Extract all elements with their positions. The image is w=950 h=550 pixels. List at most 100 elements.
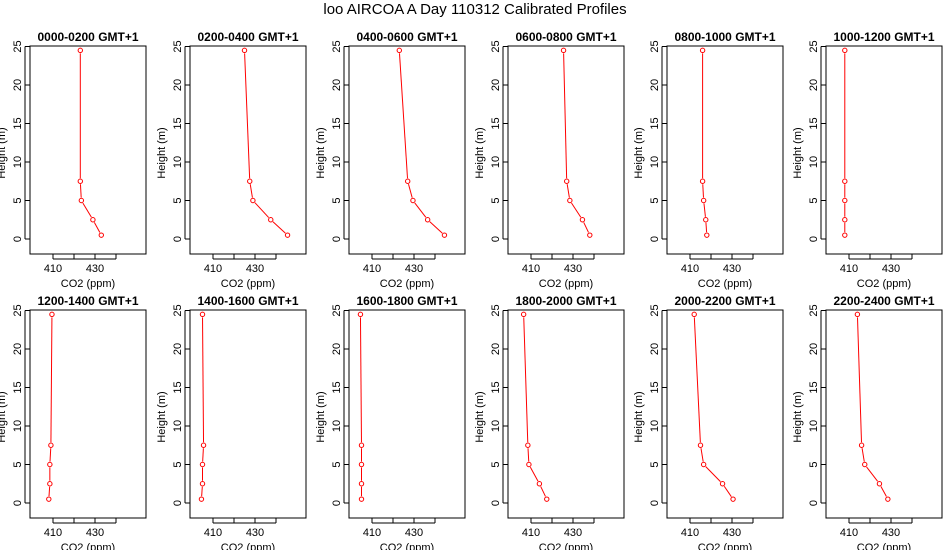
y-axis-label: Height (m) [474, 127, 486, 178]
y-tick-label: 5 [649, 461, 661, 467]
series-segment [82, 202, 92, 218]
data-point [48, 442, 54, 448]
series-segment [79, 184, 82, 198]
y-tick-label: 10 [12, 156, 24, 168]
data-point [885, 496, 891, 502]
y-tick-label: 0 [12, 500, 24, 506]
panel-12: 2200-2400 GMT+1 0 5 10 15 20 25 410 430 CO2 (ppm)… [792, 294, 943, 550]
data-point [405, 178, 411, 184]
data-point [842, 178, 848, 184]
series-segment [563, 53, 568, 179]
y-tick-label: 15 [331, 381, 343, 393]
data-point [198, 496, 205, 502]
series-segment [359, 317, 362, 443]
plot-frame [189, 45, 307, 255]
data-point [358, 481, 365, 487]
y-tick-label: 25 [649, 304, 661, 316]
panel-title: 1200-1400 GMT+1 [37, 294, 138, 308]
y-tick-label: 15 [172, 117, 184, 129]
panel-title: 1600-1800 GMT+1 [356, 294, 457, 308]
series-segment [254, 202, 270, 218]
x-axis-label: CO2 (ppm) [221, 278, 275, 290]
x-tick-label: 410 [522, 527, 540, 539]
data-point [691, 311, 697, 318]
y-axis-label: Height (m) [633, 127, 645, 178]
y-tick-label: 10 [649, 156, 661, 168]
panel-2: 0200-0400 GMT+1 0 5 10 15 20 25 410 430 CO2 (ppm)… [156, 30, 307, 290]
y-tick-label: 5 [172, 197, 184, 203]
x-tick-label: 430 [405, 263, 423, 275]
x-tick-label: 410 [840, 527, 858, 539]
x-axis-label: CO2 (ppm) [61, 542, 115, 550]
series-segment [583, 222, 589, 233]
data-point [699, 178, 706, 184]
panel-title: 0400-0600 GMT+1 [356, 30, 457, 44]
series-segment [723, 485, 732, 497]
y-tick-label: 15 [649, 117, 661, 129]
panel-title: 1800-2000 GMT+1 [515, 294, 616, 308]
panel-title: 0200-0400 GMT+1 [197, 30, 298, 44]
panel-6: 1000-1200 GMT+1 0 5 10 15 20 25 410 430 CO2 (ppm)… [792, 30, 943, 290]
x-tick-label: 430 [564, 263, 582, 275]
data-point [520, 311, 527, 318]
series-segment [201, 486, 203, 497]
y-tick-label: 5 [331, 461, 343, 467]
panel-title: 2000-2200 GMT+1 [674, 294, 775, 308]
panel-title: 0000-0200 GMT+1 [37, 30, 138, 44]
series-segment [48, 486, 51, 497]
plot-frame [666, 309, 784, 519]
data-point [424, 217, 431, 223]
data-point [842, 197, 848, 204]
data-point [49, 311, 55, 318]
y-axis-label: Height (m) [315, 127, 327, 178]
data-point [358, 442, 365, 448]
y-axis-label: Height (m) [792, 127, 804, 178]
panel-title: 2200-2400 GMT+1 [833, 294, 934, 308]
x-tick-label: 430 [882, 527, 900, 539]
data-point [250, 197, 256, 204]
y-tick-label: 20 [808, 79, 820, 91]
y-tick-label: 15 [490, 381, 502, 393]
x-tick-label: 430 [86, 527, 104, 539]
x-axis-label: CO2 (ppm) [698, 278, 752, 290]
data-point [525, 442, 531, 448]
figure-title: loo AIRCOA A Day 110312 Calibrated Profi… [323, 1, 627, 18]
y-tick-label: 20 [649, 343, 661, 355]
y-tick-label: 5 [12, 461, 24, 467]
data-point [579, 217, 586, 223]
series-segment [566, 184, 570, 198]
y-tick-label: 0 [649, 236, 661, 242]
data-point [358, 496, 365, 502]
data-point [199, 311, 206, 318]
y-axis-label: Height (m) [0, 391, 8, 442]
series-segment [540, 486, 546, 497]
y-tick-label: 10 [490, 420, 502, 432]
y-tick-label: 0 [490, 500, 502, 506]
series-segment [880, 486, 887, 497]
y-tick-label: 15 [649, 381, 661, 393]
data-point [842, 47, 848, 54]
series-segment [861, 448, 865, 462]
x-tick-label: 430 [86, 263, 104, 275]
y-axis-label: Height (m) [633, 391, 645, 442]
x-axis-label: CO2 (ppm) [698, 542, 752, 550]
y-tick-label: 20 [649, 79, 661, 91]
x-tick-label: 410 [363, 263, 381, 275]
series-segment [202, 448, 204, 462]
series-segment [414, 202, 427, 218]
data-point [700, 197, 707, 204]
data-point [46, 496, 52, 502]
x-tick-label: 410 [681, 527, 699, 539]
panel-title: 1000-1200 GMT+1 [833, 30, 934, 44]
panel-title: 1400-1600 GMT+1 [197, 294, 298, 308]
series-segment [705, 466, 721, 482]
x-axis-label: CO2 (ppm) [539, 542, 593, 550]
data-point [587, 232, 593, 238]
y-tick-label: 25 [172, 40, 184, 52]
plot-frame [666, 45, 784, 255]
plot-frame [348, 45, 466, 255]
panel-title: 0800-1000 GMT+1 [674, 30, 775, 44]
data-point [357, 311, 364, 318]
panel-9: 1600-1800 GMT+1 0 5 10 15 20 25 410 430 CO2 (ppm)… [315, 294, 466, 550]
series-segment [693, 317, 701, 443]
